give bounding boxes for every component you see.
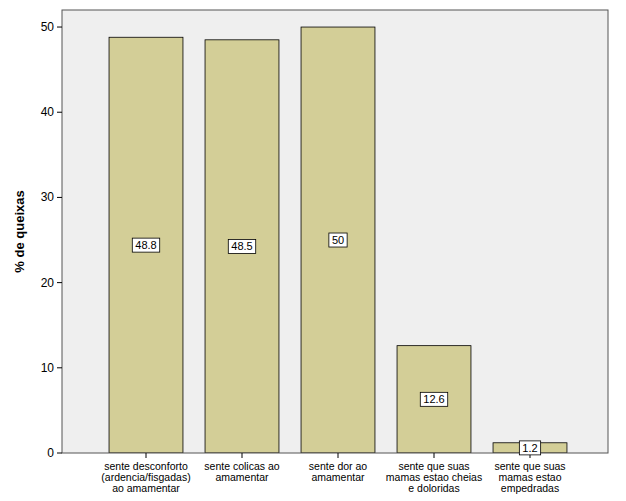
bar	[301, 27, 375, 453]
y-tick-label: 0	[47, 446, 54, 460]
y-axis-title: % de queixas	[12, 190, 27, 272]
plot-background	[62, 10, 608, 453]
y-tick-label: 20	[41, 276, 55, 290]
x-tick	[338, 453, 339, 458]
bar	[109, 37, 183, 453]
y-tick-label: 40	[41, 105, 55, 119]
bar	[493, 443, 567, 453]
x-tick-label: sente colicas aoamamentar	[204, 460, 279, 483]
x-tick-label: sente que suasmamas estaoempedradas	[494, 460, 565, 494]
x-tick	[434, 453, 435, 458]
data-label-box	[519, 441, 540, 455]
data-label: 50	[332, 234, 344, 246]
data-label-group: 48.8	[132, 238, 159, 252]
data-label-group: 48.5	[228, 239, 255, 253]
x-tick-label: sente dor aoamamentar	[309, 460, 368, 483]
y-tick	[57, 112, 62, 113]
data-label-box	[420, 392, 447, 406]
data-label: 1.2	[522, 442, 537, 454]
y-tick-label: 30	[41, 190, 55, 204]
plot-frame	[62, 10, 608, 453]
data-label-group: 1.2	[519, 441, 540, 455]
x-tick-label: sente desconforto(ardencia/fisgadas)ao a…	[101, 460, 190, 494]
x-tick-label: sente que suasmamas estao cheiase dolori…	[386, 460, 482, 494]
bars	[109, 27, 567, 453]
chart: 0 10 20 30 40 50 % de queixas sente desconforto…	[0, 0, 626, 501]
x-tick	[242, 453, 243, 458]
y-tick	[57, 453, 62, 454]
y-tick-label: 10	[41, 361, 55, 375]
bar	[205, 40, 279, 453]
y-tick-label: 50	[41, 20, 55, 34]
data-label: 12.6	[423, 393, 444, 405]
y-tick	[57, 27, 62, 28]
bar	[397, 346, 471, 453]
data-label-group: 12.6	[420, 392, 447, 406]
data-label: 48.8	[135, 239, 156, 251]
data-label: 48.5	[231, 240, 252, 252]
chart-container: 0 10 20 30 40 50 % de queixas sente desconforto…	[0, 0, 626, 501]
y-tick	[57, 282, 62, 283]
x-tick	[146, 453, 147, 458]
data-label-group: 50	[329, 233, 347, 247]
y-tick	[57, 197, 62, 198]
data-label-box	[329, 233, 347, 247]
data-label-box	[228, 239, 255, 253]
data-label-box	[132, 238, 159, 252]
y-tick	[57, 367, 62, 368]
